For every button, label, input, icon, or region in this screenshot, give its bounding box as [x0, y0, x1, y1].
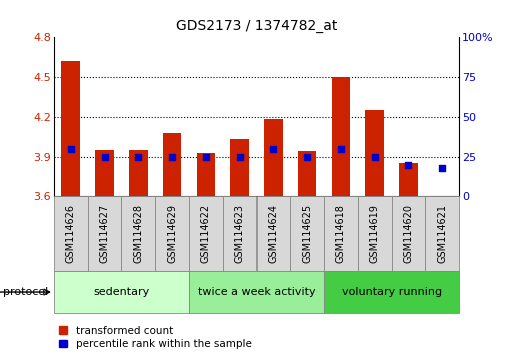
- Bar: [163, 133, 182, 196]
- Point: [269, 146, 278, 152]
- Text: GSM114624: GSM114624: [268, 204, 279, 263]
- Bar: [88, 196, 122, 271]
- Text: GSM114623: GSM114623: [234, 204, 245, 263]
- Legend: transformed count, percentile rank within the sample: transformed count, percentile rank withi…: [59, 326, 251, 349]
- Text: GSM114626: GSM114626: [66, 204, 76, 263]
- Bar: [399, 163, 418, 196]
- Bar: [189, 271, 324, 313]
- Text: sedentary: sedentary: [93, 287, 149, 297]
- Point: [235, 154, 244, 159]
- Bar: [365, 110, 384, 196]
- Bar: [95, 150, 114, 196]
- Point: [303, 154, 311, 159]
- Text: GSM114621: GSM114621: [437, 204, 447, 263]
- Bar: [290, 196, 324, 271]
- Point: [404, 162, 412, 167]
- Point: [202, 154, 210, 159]
- Point: [168, 154, 176, 159]
- Point: [370, 154, 379, 159]
- Bar: [256, 196, 290, 271]
- Bar: [54, 196, 88, 271]
- Title: GDS2173 / 1374782_at: GDS2173 / 1374782_at: [176, 19, 337, 33]
- Point: [134, 154, 143, 159]
- Bar: [62, 61, 80, 196]
- Bar: [223, 196, 256, 271]
- Bar: [298, 152, 317, 196]
- Bar: [196, 153, 215, 196]
- Bar: [54, 271, 189, 313]
- Point: [337, 146, 345, 152]
- Text: voluntary running: voluntary running: [342, 287, 442, 297]
- Text: protocol: protocol: [3, 287, 48, 297]
- Text: GSM114618: GSM114618: [336, 204, 346, 263]
- Text: GSM114625: GSM114625: [302, 204, 312, 263]
- Text: GSM114622: GSM114622: [201, 204, 211, 263]
- Bar: [324, 196, 358, 271]
- Bar: [155, 196, 189, 271]
- Text: GSM114629: GSM114629: [167, 204, 177, 263]
- Text: GSM114619: GSM114619: [370, 204, 380, 263]
- Bar: [358, 196, 391, 271]
- Text: GSM114627: GSM114627: [100, 204, 109, 263]
- Bar: [324, 271, 459, 313]
- Text: GSM114628: GSM114628: [133, 204, 143, 263]
- Point: [101, 154, 109, 159]
- Bar: [122, 196, 155, 271]
- Bar: [425, 196, 459, 271]
- Point: [438, 165, 446, 171]
- Text: twice a week activity: twice a week activity: [198, 287, 315, 297]
- Bar: [264, 120, 283, 196]
- Bar: [129, 150, 148, 196]
- Point: [67, 146, 75, 152]
- Bar: [391, 196, 425, 271]
- Text: GSM114620: GSM114620: [404, 204, 413, 263]
- Bar: [331, 77, 350, 196]
- Bar: [230, 139, 249, 196]
- Bar: [189, 196, 223, 271]
